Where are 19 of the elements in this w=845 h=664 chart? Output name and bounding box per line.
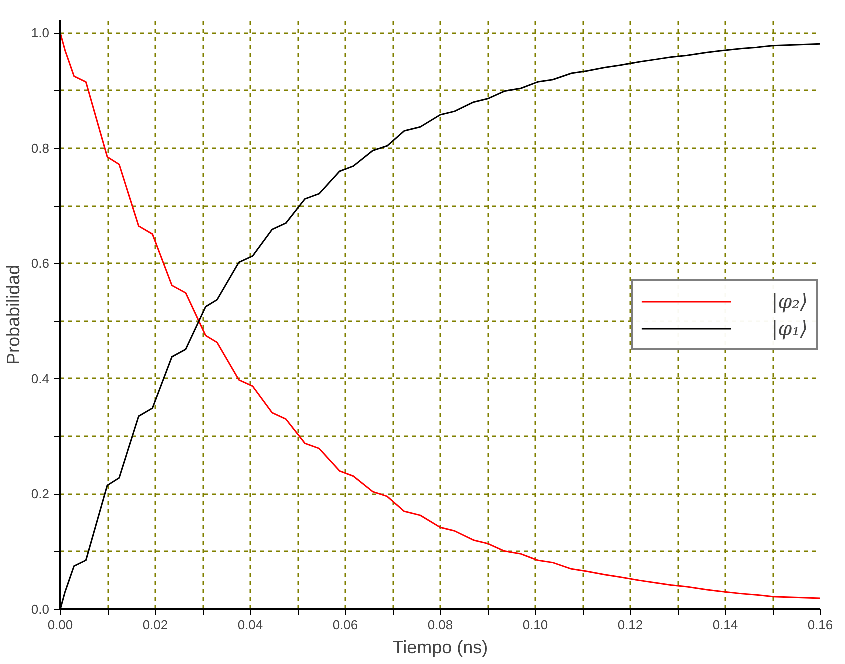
x-tick-label: 0.12: [618, 618, 644, 632]
x-axis-title: Tiempo (ns): [392, 638, 488, 658]
legend-label: |φ₁⟩: [771, 316, 808, 340]
x-tick-label: 0.02: [142, 618, 168, 632]
y-tick-label: 0.6: [31, 256, 50, 272]
x-tick-label: 0.08: [428, 618, 454, 632]
y-axis-title: Probabilidad: [3, 264, 24, 366]
y-tick-label: 0.4: [31, 371, 50, 386]
x-tick-label: 0.16: [808, 618, 834, 632]
y-tick-label: 0.8: [31, 140, 50, 156]
x-tick-label: 0.14: [712, 618, 738, 632]
x-tick-label: 0.04: [238, 618, 264, 632]
y-tick-label: 0.0: [31, 602, 50, 617]
x-tick-label: 0.00: [48, 618, 74, 632]
y-tick-label: 0.2: [31, 486, 50, 502]
legend-label: |φ₂⟩: [771, 289, 808, 313]
x-tick-label: 0.10: [522, 618, 548, 632]
x-tick-label: 0.06: [332, 618, 358, 632]
y-tick-label: 1.0: [31, 26, 50, 41]
